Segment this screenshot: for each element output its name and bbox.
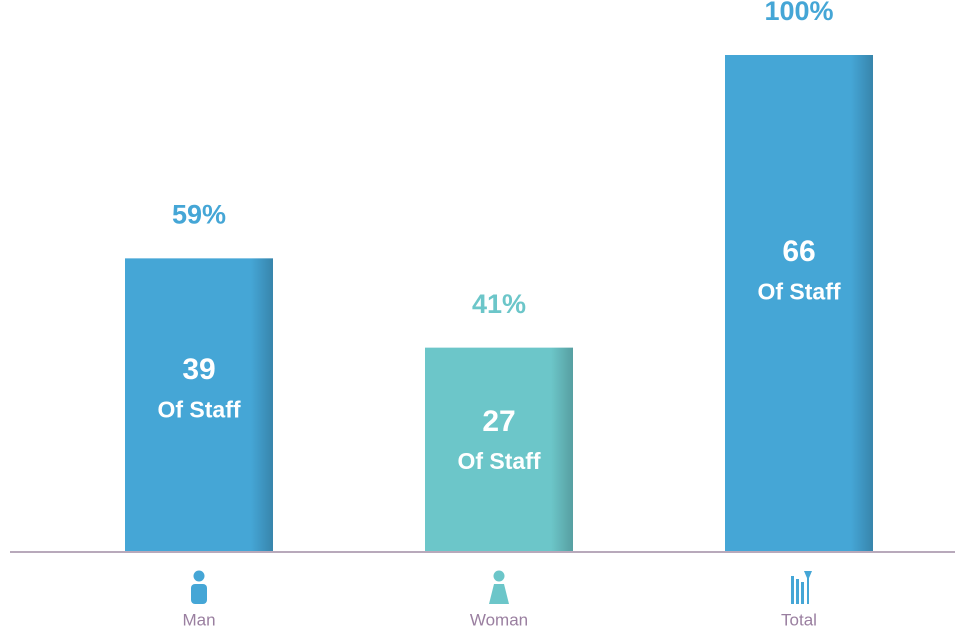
icon <box>804 571 812 604</box>
bar-shade <box>125 258 273 551</box>
count-sublabel: Of Staff <box>757 278 840 304</box>
icon <box>801 582 804 604</box>
count-label: 66 <box>782 235 815 268</box>
icon <box>489 584 509 604</box>
value-label: 59% <box>172 199 226 229</box>
x-tick-label: Man <box>182 610 215 629</box>
x-tick-label: Woman <box>470 610 528 629</box>
count-label: 39 <box>182 353 215 386</box>
icon <box>796 579 799 604</box>
count-sublabel: Of Staff <box>457 448 540 474</box>
bar-shade <box>725 55 873 551</box>
icon <box>493 570 505 582</box>
value-label: 100% <box>764 0 833 26</box>
x-tick-label: Total <box>781 610 817 629</box>
count-sublabel: Of Staff <box>157 396 240 422</box>
bar-shade <box>425 347 573 551</box>
icon <box>191 584 207 604</box>
icon <box>791 576 794 604</box>
count-label: 27 <box>482 405 515 438</box>
icon <box>193 570 205 582</box>
value-label: 41% <box>472 289 526 319</box>
